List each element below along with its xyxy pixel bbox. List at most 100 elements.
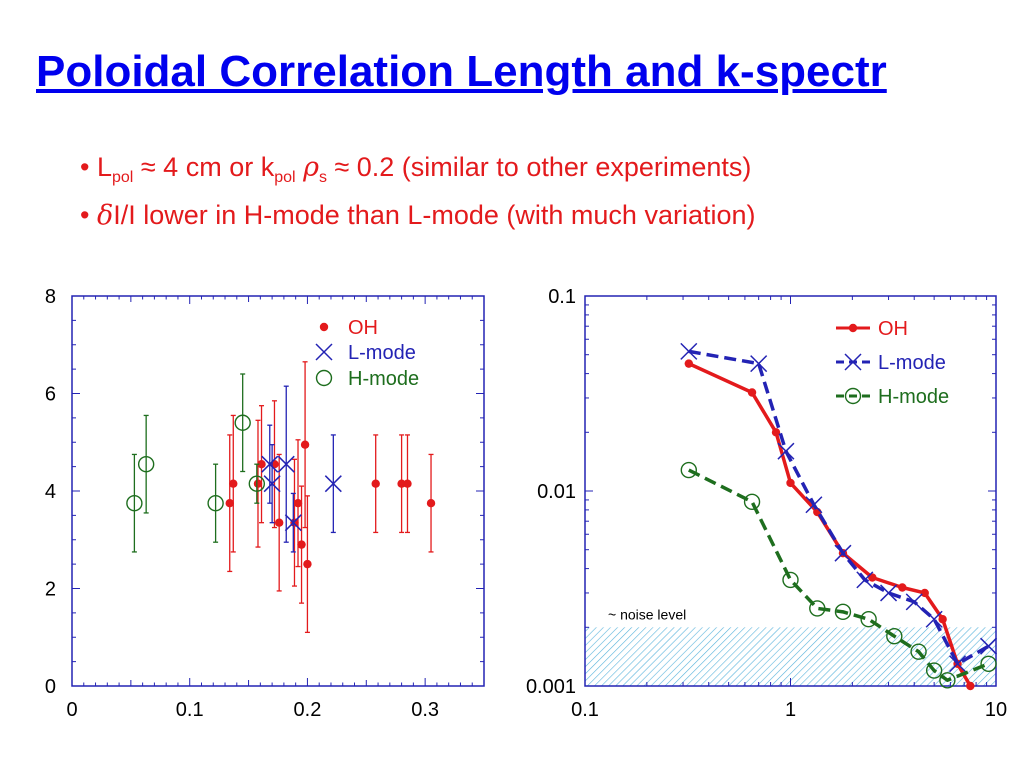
- data-point-l-mode-stroke-b: [284, 514, 302, 532]
- data-point-h-mode: [809, 600, 826, 617]
- data-point-l-mode: [680, 342, 698, 360]
- data-point-l-mode: [277, 455, 295, 473]
- data-point-l-mode-stroke-b: [880, 584, 898, 602]
- data-point-l-mode: [284, 514, 302, 532]
- bullet-fluctuation-level: • δI/I lower in H-mode than L-mode (with…: [80, 200, 756, 231]
- data-point-l-mode: [750, 355, 768, 373]
- l-symbol: L: [96, 152, 112, 182]
- series-line-oh: [688, 362, 972, 687]
- data-point-oh: [253, 479, 263, 488]
- data-point-l-mode-stroke-b: [750, 355, 768, 373]
- data-point-oh: [290, 518, 299, 527]
- legend-marker-l-mode: [315, 343, 333, 361]
- legend-marker-oh: [319, 322, 329, 332]
- data-point-l-mode-stroke-b: [834, 544, 852, 562]
- rho-symbol: ρ: [303, 152, 319, 183]
- legend-label: H-mode: [348, 368, 419, 390]
- data-point-l-mode-stroke-b: [277, 455, 295, 473]
- legend-marker-h-mode: [844, 387, 862, 405]
- data-point-oh: [403, 479, 412, 488]
- data-point-oh: [297, 540, 306, 549]
- noise-level-label: ~ noise level: [608, 606, 686, 622]
- data-point-oh: [229, 479, 238, 488]
- x-tick-label: 0.1: [571, 699, 599, 721]
- y-tick-label: 2: [45, 579, 56, 601]
- legend-marker-l-mode: [844, 353, 862, 371]
- data-point-oh: [274, 518, 284, 527]
- data-point-h-mode: [680, 461, 698, 479]
- bullet-text: I/I lower in H-mode than L-mode (with mu…: [113, 200, 756, 230]
- approx-text: ≈ 4 cm or k: [133, 152, 275, 182]
- data-point-oh: [747, 388, 757, 397]
- data-point-oh: [898, 583, 907, 592]
- data-point-l-mode: [261, 455, 279, 473]
- data-point-h-mode: [137, 455, 155, 473]
- series-line-h-mode: [688, 468, 990, 683]
- legend-label: L-mode: [348, 342, 416, 364]
- data-point-l-mode-stroke-b: [805, 496, 823, 514]
- data-point-h-mode: [886, 628, 903, 645]
- legend-label: OH: [878, 318, 908, 340]
- data-point-l-mode-stroke-b: [680, 342, 698, 360]
- data-point-l-mode: [263, 475, 281, 493]
- data-point-l-mode: [834, 544, 852, 562]
- x-tick-label: 1: [785, 699, 796, 721]
- data-point-l-mode-stroke-b: [261, 455, 279, 473]
- x-tick-label: 10: [985, 699, 1007, 721]
- legend-label: L-mode: [878, 352, 946, 374]
- data-point-l-mode-stroke-b: [949, 655, 967, 673]
- x-tick-label: 0.1: [176, 699, 204, 721]
- data-point-oh: [966, 681, 975, 691]
- data-point-l-mode-stroke-b: [324, 475, 342, 493]
- data-point-oh: [786, 478, 795, 488]
- data-point-oh: [684, 359, 694, 368]
- legend-label: OH: [348, 317, 378, 339]
- x-tick-label: 0: [66, 699, 77, 721]
- correlation-length-scatter-chart: 0 0.1 0.2 0.3 0 2 4 6 8 OH L-mode H-mode: [45, 286, 485, 721]
- y-tick-label: 8: [45, 286, 56, 308]
- data-point-oh: [300, 440, 310, 449]
- k-subscript: pol: [274, 169, 296, 186]
- data-point-h-mode: [743, 493, 761, 511]
- legend-marker-oh: [848, 323, 858, 333]
- delta-symbol: δ: [96, 200, 114, 231]
- data-point-oh: [920, 588, 929, 598]
- k-spectrum-chart: ~ noise level 0.1 1 10 0.001 0.01 0.1 OH L-mode H…: [526, 286, 1007, 721]
- data-point-oh: [225, 498, 234, 508]
- y-tick-label: 0.01: [537, 481, 576, 503]
- data-point-l-mode: [324, 475, 342, 493]
- y-tick-label: 0: [45, 676, 56, 698]
- data-point-h-mode: [248, 475, 266, 492]
- data-point-l-mode: [980, 637, 998, 655]
- y-tick-label: 0.001: [526, 676, 576, 698]
- noise-band: [585, 627, 996, 686]
- data-point-h-mode: [925, 662, 943, 679]
- data-point-l-mode: [805, 496, 823, 514]
- data-point-l-mode-stroke-b: [925, 610, 943, 628]
- y-tick-label: 0.1: [548, 286, 576, 308]
- legend-marker-h-mode: [315, 369, 333, 387]
- data-point-oh: [938, 615, 947, 624]
- data-point-l-mode-stroke-b: [856, 571, 874, 589]
- data-point-h-mode: [910, 643, 927, 660]
- l-subscript: pol: [112, 169, 134, 186]
- data-point-oh: [257, 459, 266, 469]
- legend-marker-l-mode-stroke-b: [315, 343, 333, 361]
- legend-label: H-mode: [878, 386, 949, 408]
- bullet-correlation-length: • Lpol ≈ 4 cm or kpol ρs ≈ 0.2 (similar …: [80, 152, 752, 186]
- data-point-oh: [426, 498, 436, 508]
- data-point-h-mode: [834, 603, 852, 621]
- bullet-marker: •: [80, 200, 90, 230]
- data-point-h-mode: [126, 494, 143, 512]
- data-point-h-mode: [782, 571, 799, 589]
- data-point-l-mode: [880, 584, 898, 602]
- data-point-l-mode: [905, 593, 923, 611]
- data-point-oh: [771, 428, 781, 437]
- data-point-oh: [371, 479, 380, 488]
- data-point-h-mode: [939, 672, 956, 689]
- data-point-h-mode: [980, 655, 997, 672]
- bullet-tail-text: ≈ 0.2 (similar to other experiments): [326, 152, 752, 182]
- data-point-oh: [303, 559, 312, 569]
- data-point-oh: [293, 498, 303, 508]
- data-point-l-mode-stroke-b: [905, 593, 923, 611]
